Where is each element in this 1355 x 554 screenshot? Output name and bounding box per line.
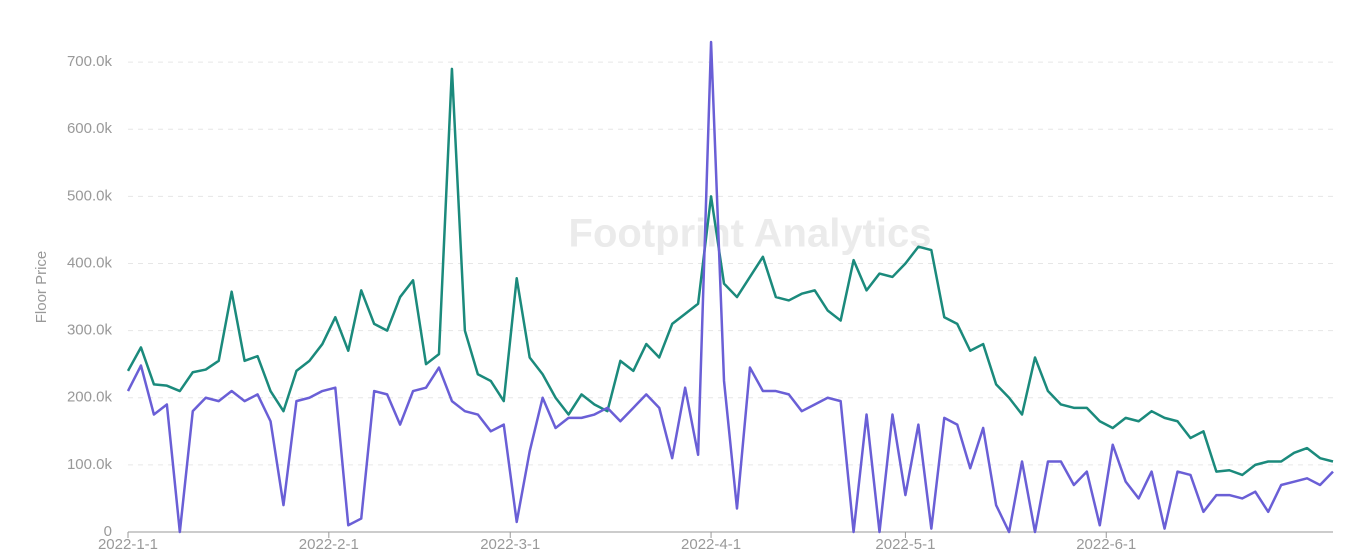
series-line [126,67,1334,477]
x-tick-label: 2022-6-1 [1076,536,1136,549]
series-line [126,40,1334,534]
y-tick-label: 200.0k [67,389,113,406]
y-tick-label: 100.0k [67,456,113,473]
x-tick-label: 2022-1-1 [98,536,158,549]
y-tick-label: 700.0k [67,53,113,70]
y-tick-label: 0 [104,523,112,540]
y-tick-label: 500.0k [67,187,113,204]
x-tick-label: 2022-3-1 [480,536,540,549]
y-tick-label: 400.0k [67,254,113,271]
y-axis-label: Floor Price [33,251,50,324]
y-tick-label: 600.0k [67,120,113,137]
y-tick-label: 300.0k [67,322,113,339]
x-tick-label: 2022-2-1 [299,536,359,549]
watermark: Footprint Analytics [569,212,932,256]
x-tick-label: 2022-4-1 [681,536,741,549]
x-tick-label: 2022-5-1 [875,536,935,549]
